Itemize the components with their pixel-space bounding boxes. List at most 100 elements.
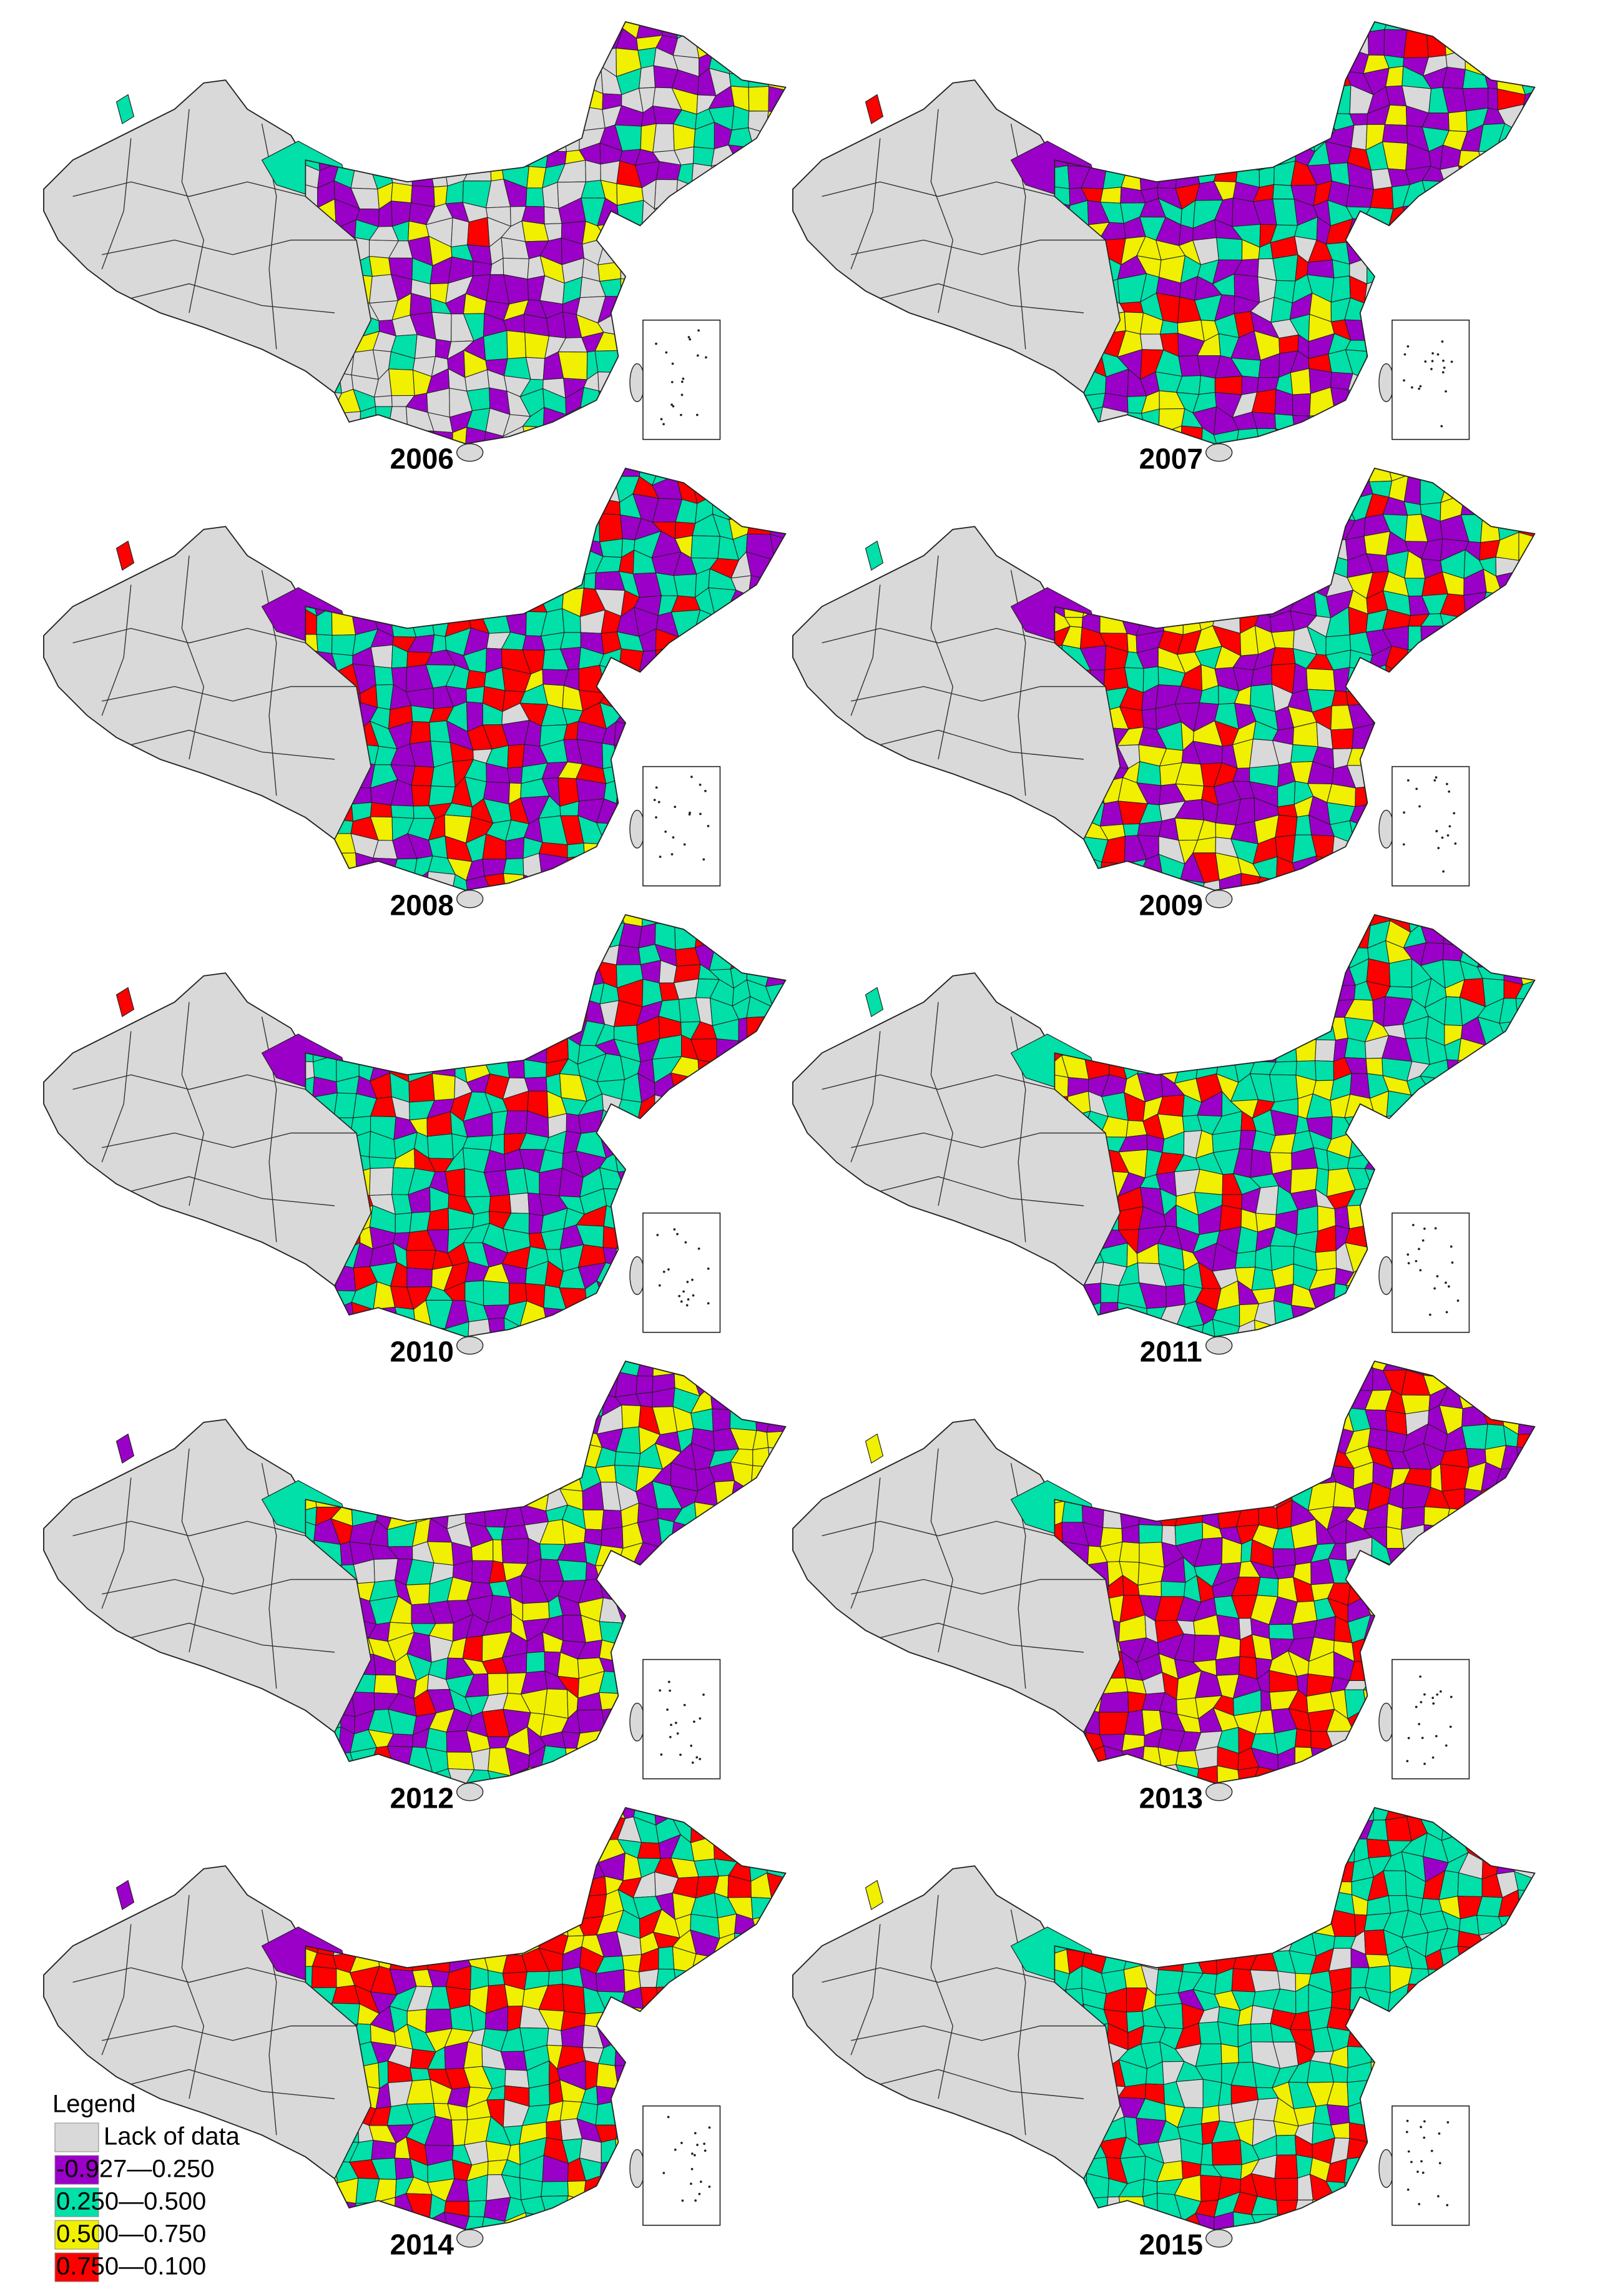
region <box>674 921 699 950</box>
region <box>544 1444 564 1470</box>
region <box>1440 625 1466 655</box>
region <box>1478 411 1505 428</box>
region <box>1521 1100 1535 1120</box>
region <box>1537 588 1562 611</box>
region <box>485 947 506 965</box>
region <box>1496 874 1519 890</box>
inset-island <box>660 418 663 421</box>
inset-island <box>669 1735 672 1738</box>
region <box>1328 22 1356 40</box>
region <box>1233 122 1255 152</box>
region <box>750 1654 775 1677</box>
region <box>1448 200 1466 229</box>
inset-island <box>1446 834 1450 837</box>
region <box>772 1579 786 1602</box>
inset-island <box>664 830 667 833</box>
region <box>488 468 508 483</box>
region <box>768 217 786 244</box>
region <box>766 780 786 805</box>
region <box>718 1523 734 1544</box>
region <box>639 65 656 89</box>
region <box>541 959 565 985</box>
region <box>368 925 393 947</box>
region <box>1366 765 1394 787</box>
inset-island <box>690 776 693 778</box>
region <box>1098 49 1129 77</box>
region <box>748 429 777 444</box>
region <box>1118 998 1144 1024</box>
inset-island <box>656 1234 659 1236</box>
region <box>1497 445 1525 472</box>
region <box>1542 1205 1558 1233</box>
region <box>523 1469 551 1486</box>
region <box>789 1156 807 1177</box>
region <box>501 1408 531 1429</box>
region <box>1214 86 1242 111</box>
region <box>784 535 786 558</box>
region <box>748 1713 776 1734</box>
region <box>1325 893 1350 920</box>
region <box>1345 1284 1373 1305</box>
region <box>1063 395 1082 413</box>
region <box>1363 301 1391 322</box>
region <box>772 1325 786 1337</box>
region <box>1497 607 1518 636</box>
region <box>1499 1021 1519 1041</box>
inset-island <box>1437 847 1440 850</box>
inset-island <box>1435 830 1438 832</box>
region <box>1371 409 1394 436</box>
region <box>791 312 810 331</box>
region <box>408 494 434 520</box>
region <box>634 300 662 321</box>
region <box>558 959 579 989</box>
region <box>1123 1019 1147 1043</box>
inset-island <box>1418 1248 1420 1251</box>
region <box>1476 944 1507 968</box>
region <box>1534 535 1535 562</box>
region <box>1182 1432 1197 1447</box>
region <box>429 30 449 53</box>
region <box>444 47 473 76</box>
inset-island <box>1406 1253 1410 1256</box>
region <box>1066 1449 1082 1468</box>
region <box>408 46 435 77</box>
region <box>1386 1171 1412 1194</box>
region <box>489 1444 508 1472</box>
region <box>1158 1446 1185 1470</box>
region <box>1503 388 1526 414</box>
region <box>311 965 338 983</box>
region <box>1514 336 1535 357</box>
region <box>1328 446 1352 473</box>
region <box>375 498 391 523</box>
region <box>1405 1171 1425 1194</box>
region <box>1102 1769 1126 1783</box>
region <box>620 254 640 282</box>
region <box>305 835 317 864</box>
region <box>481 494 508 522</box>
region <box>767 1615 786 1643</box>
region <box>730 710 758 732</box>
region <box>1409 1092 1432 1115</box>
region <box>1330 728 1354 750</box>
region <box>770 1339 796 1365</box>
region <box>752 722 777 750</box>
region <box>747 255 776 278</box>
region <box>1230 22 1255 37</box>
region <box>523 536 543 560</box>
region <box>468 141 493 168</box>
region <box>1499 258 1522 284</box>
region <box>296 1342 320 1358</box>
region <box>1498 315 1520 338</box>
region <box>595 944 620 965</box>
region <box>406 1034 436 1060</box>
region <box>1241 375 1259 395</box>
region <box>1538 924 1562 945</box>
region <box>1388 223 1413 247</box>
region <box>1419 647 1448 668</box>
region <box>509 1361 529 1379</box>
inset-box <box>642 1658 721 1780</box>
region <box>539 1168 563 1196</box>
region <box>1429 741 1448 767</box>
region <box>1054 536 1067 561</box>
region <box>673 296 697 317</box>
